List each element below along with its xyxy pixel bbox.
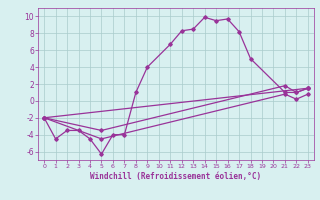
- X-axis label: Windchill (Refroidissement éolien,°C): Windchill (Refroidissement éolien,°C): [91, 172, 261, 181]
